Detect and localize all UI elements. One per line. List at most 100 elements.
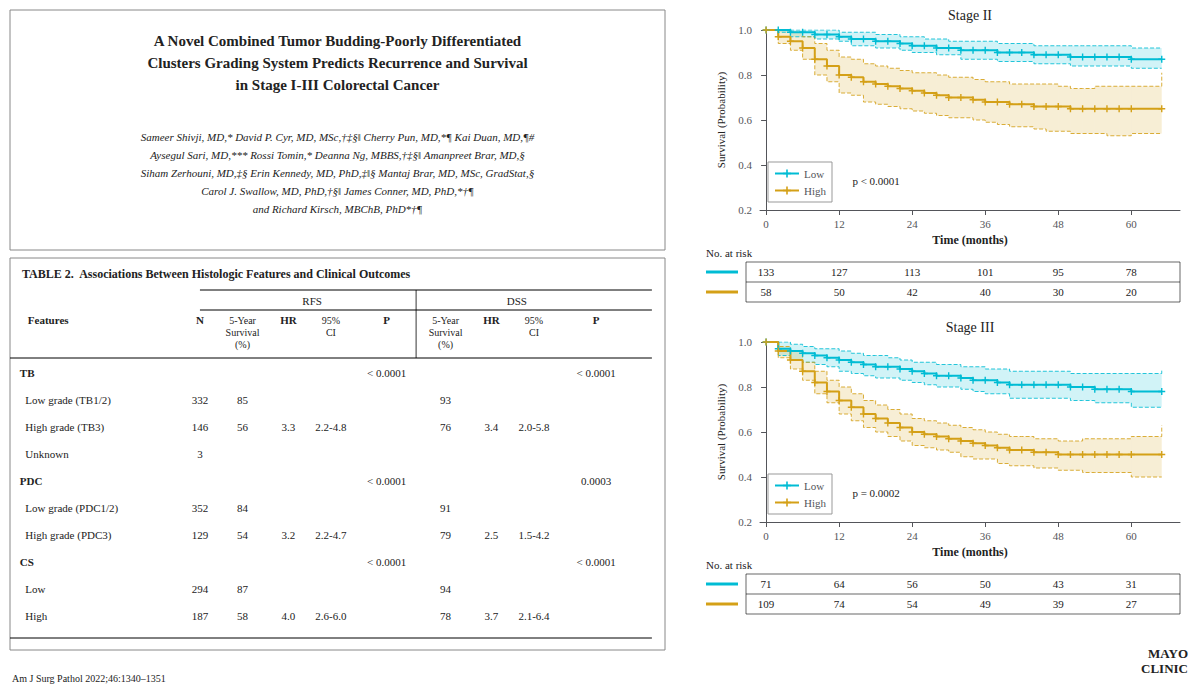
svg-text:129: 129	[192, 529, 209, 541]
svg-text:P: P	[593, 314, 600, 326]
svg-text:43: 43	[1053, 578, 1065, 590]
svg-text:31: 31	[1126, 578, 1137, 590]
svg-text:60: 60	[1126, 218, 1138, 230]
svg-text:76: 76	[440, 421, 452, 433]
svg-text:48: 48	[1053, 218, 1065, 230]
svg-text:N: N	[196, 314, 204, 326]
svg-text:MAYO: MAYO	[1148, 646, 1188, 661]
svg-text:Features: Features	[28, 314, 69, 326]
svg-text:A Novel Combined Tumor Budding: A Novel Combined Tumor Budding-Poorly Di…	[154, 33, 522, 49]
svg-text:1.0: 1.0	[738, 336, 752, 348]
svg-text:< 0.0001: < 0.0001	[367, 367, 406, 379]
svg-text:Survival (Probability): Survival (Probability)	[715, 72, 728, 169]
svg-text:64: 64	[834, 578, 846, 590]
svg-text:(%): (%)	[438, 339, 453, 351]
svg-text:54: 54	[237, 529, 249, 541]
svg-text:1.5-4.2: 1.5-4.2	[518, 529, 549, 541]
svg-text:High: High	[804, 185, 827, 197]
svg-text:0.4: 0.4	[738, 159, 752, 171]
svg-text:3.2: 3.2	[282, 529, 296, 541]
svg-text:3.7: 3.7	[485, 610, 499, 622]
svg-text:Survival (Probability): Survival (Probability)	[715, 384, 728, 481]
svg-text:No. at risk: No. at risk	[706, 247, 753, 259]
svg-text:Aysegul Sari, MD,*** Rossi Tom: Aysegul Sari, MD,*** Rossi Tomin,* Deann…	[149, 149, 525, 161]
svg-text:Stage II: Stage II	[948, 8, 992, 23]
svg-text:DSS: DSS	[507, 295, 527, 307]
svg-text:294: 294	[192, 583, 209, 595]
svg-text:0.8: 0.8	[738, 69, 752, 81]
svg-text:95%: 95%	[322, 315, 340, 326]
svg-text:36: 36	[980, 218, 992, 230]
svg-text:Sameer Shivji, MD,* David P. C: Sameer Shivji, MD,* David P. Cyr, MD, MS…	[141, 131, 535, 143]
svg-text:P: P	[383, 314, 390, 326]
svg-text:0: 0	[763, 218, 769, 230]
svg-text:p < 0.0001: p < 0.0001	[852, 175, 899, 187]
svg-text:Survival: Survival	[226, 327, 260, 338]
svg-text:2.2-4.7: 2.2-4.7	[315, 529, 347, 541]
svg-text:CLINIC: CLINIC	[1141, 661, 1188, 676]
svg-text:TB: TB	[20, 367, 35, 379]
svg-text:HR: HR	[483, 314, 501, 326]
svg-text:54: 54	[907, 598, 919, 610]
svg-text:Low grade (TB1/2): Low grade (TB1/2)	[20, 394, 111, 407]
svg-text:Stage III: Stage III	[946, 320, 995, 335]
svg-text:High grade (TB3): High grade (TB3)	[20, 421, 105, 434]
svg-text:Carol J. Swallow, MD, PhD,†§‖: Carol J. Swallow, MD, PhD,†§‖ James Conn…	[201, 185, 474, 197]
svg-text:187: 187	[192, 610, 209, 622]
svg-text:TABLE 2. Associations Between: TABLE 2. Associations Between Histologic…	[22, 267, 411, 281]
svg-text:High: High	[804, 497, 827, 509]
svg-text:(%): (%)	[235, 339, 250, 351]
svg-text:Time (months): Time (months)	[932, 545, 1007, 559]
svg-text:0.0003: 0.0003	[581, 475, 612, 487]
svg-text:3.3: 3.3	[282, 421, 296, 433]
svg-text:< 0.0001: < 0.0001	[577, 556, 616, 568]
svg-text:Clusters Grading System Predic: Clusters Grading System Predicts Recurre…	[147, 55, 527, 71]
svg-text:2.6-6.0: 2.6-6.0	[315, 610, 347, 622]
svg-text:40: 40	[980, 286, 992, 298]
svg-text:4.0: 4.0	[282, 610, 296, 622]
svg-text:60: 60	[1126, 530, 1138, 542]
svg-text:78: 78	[440, 610, 452, 622]
svg-text:94: 94	[440, 583, 452, 595]
svg-text:HR: HR	[280, 314, 298, 326]
svg-text:< 0.0001: < 0.0001	[367, 556, 406, 568]
svg-text:74: 74	[834, 598, 846, 610]
svg-text:12: 12	[834, 530, 845, 542]
svg-text:113: 113	[904, 266, 921, 278]
svg-text:No. at risk: No. at risk	[706, 559, 753, 571]
svg-text:0.2: 0.2	[738, 204, 752, 216]
svg-text:3.4: 3.4	[485, 421, 499, 433]
svg-text:< 0.0001: < 0.0001	[367, 475, 406, 487]
svg-text:85: 85	[237, 394, 249, 406]
svg-text:127: 127	[831, 266, 848, 278]
svg-text:79: 79	[440, 529, 452, 541]
svg-text:50: 50	[980, 578, 992, 590]
svg-text:36: 36	[980, 530, 992, 542]
svg-text:12: 12	[834, 218, 845, 230]
svg-text:0: 0	[763, 530, 769, 542]
svg-text:1.0: 1.0	[738, 24, 752, 36]
svg-text:78: 78	[1126, 266, 1138, 278]
svg-text:Low grade (PDC1/2): Low grade (PDC1/2)	[20, 502, 119, 515]
svg-text:0.6: 0.6	[738, 426, 752, 438]
svg-text:2.2-4.8: 2.2-4.8	[315, 421, 347, 433]
svg-text:48: 48	[1053, 530, 1065, 542]
svg-text:2.1-6.4: 2.1-6.4	[518, 610, 550, 622]
svg-text:56: 56	[907, 578, 919, 590]
svg-text:95: 95	[1053, 266, 1065, 278]
svg-text:49: 49	[980, 598, 992, 610]
svg-text:101: 101	[977, 266, 994, 278]
svg-text:87: 87	[237, 583, 249, 595]
svg-text:High: High	[20, 610, 48, 622]
svg-text:24: 24	[907, 218, 919, 230]
svg-text:95%: 95%	[525, 315, 543, 326]
svg-text:50: 50	[834, 286, 846, 298]
svg-text:0.2: 0.2	[738, 516, 752, 528]
svg-text:146: 146	[192, 421, 209, 433]
svg-text:20: 20	[1126, 286, 1138, 298]
svg-text:42: 42	[907, 286, 918, 298]
svg-text:58: 58	[761, 286, 773, 298]
svg-text:CI: CI	[529, 327, 539, 338]
svg-text:Low: Low	[20, 583, 46, 595]
svg-text:30: 30	[1053, 286, 1065, 298]
